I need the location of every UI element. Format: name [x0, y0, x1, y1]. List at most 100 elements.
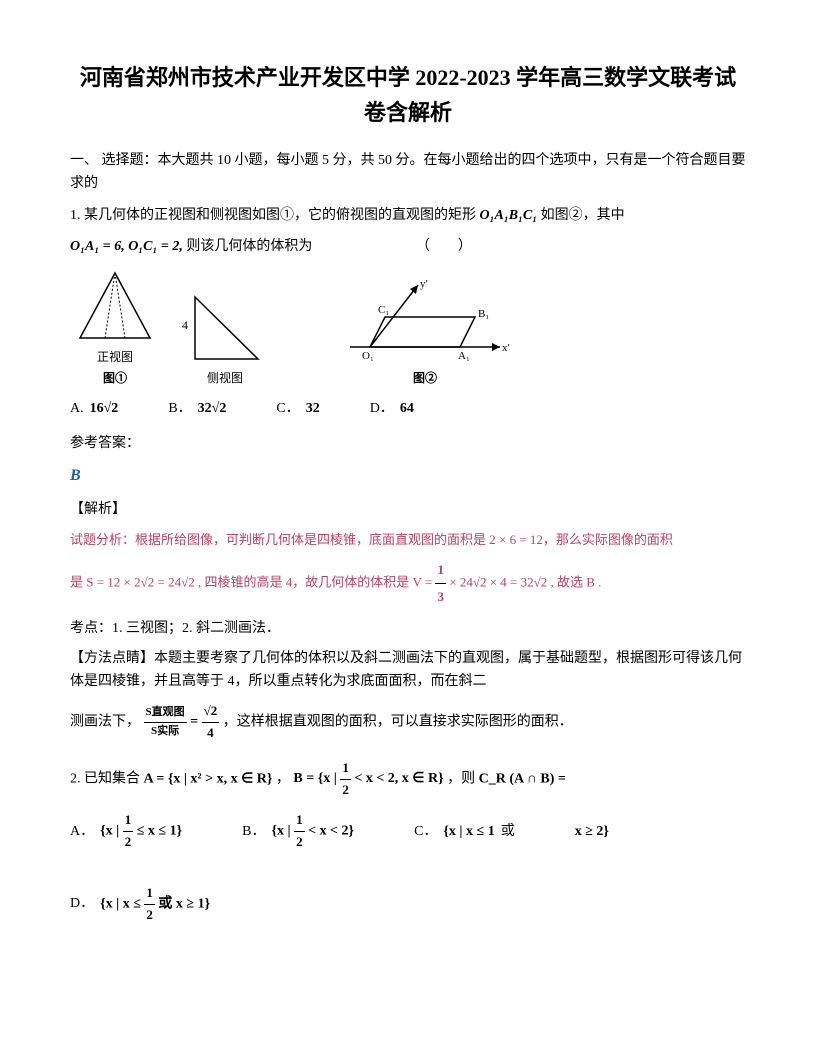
d: 2: [340, 780, 351, 801]
dn: 1: [144, 883, 155, 905]
q2-b-math: {x | 12 < x < 2}: [271, 810, 354, 853]
q2-lb: B．: [242, 821, 265, 843]
q1-option-b: B．32√2: [168, 398, 226, 420]
q1-option-a: A. 16√2: [70, 398, 118, 420]
q2-stem-pre: 2. 已知集合: [70, 771, 140, 786]
svg-text:O₁: O₁: [362, 350, 374, 362]
analysis2-post: × 24√2 × 4 = 32√2 , 故选 B .: [449, 575, 601, 590]
frac-den: 3: [435, 584, 446, 610]
q2-c2-math: x ≥ 2}: [575, 821, 609, 843]
q2-lc: C．: [414, 821, 437, 843]
q2-stem: 2. 已知集合 A = {x | x² > x, x ∈ R} ， B = {x…: [70, 758, 746, 801]
rhs-den: 4: [202, 723, 220, 744]
dpost: x ≥ 1}: [176, 897, 210, 912]
method2-pre: 测画法下，: [70, 715, 140, 730]
q1-stem1: 1. 某几何体的正视图和侧视图如图①，它的俯视图的直观图的矩形: [70, 208, 476, 223]
bp: {x |: [271, 824, 294, 839]
q2-a-math: {x | 12 ≤ x ≤ 1}: [100, 810, 182, 853]
dmid: 或: [155, 897, 176, 912]
q2-ld: D．: [70, 893, 94, 915]
svg-text:x′: x′: [502, 342, 510, 354]
q2-options: A． {x | 12 ≤ x ≤ 1} B． {x | 12 < x < 2} …: [70, 810, 746, 925]
q1-stem1-end: 如图②，其中: [541, 208, 625, 223]
fb: 12: [294, 810, 305, 853]
page-title: 河南省郑州市技术产业开发区中学 2022-2023 学年高三数学文联考试卷含解析: [70, 60, 746, 130]
q2-c1: ，: [276, 771, 290, 786]
q2-option-c2: x ≥ 2}: [575, 810, 609, 853]
svg-text:A₁: A₁: [458, 350, 470, 362]
analysis-label: 【解析】: [70, 499, 746, 521]
front-view-box: 正视图 图①: [70, 268, 160, 388]
dp: {x | x ≤: [100, 897, 144, 912]
kaodian: 考点：1. 三视图；2. 斜二测画法．: [70, 618, 746, 640]
fig2-caption: 图②: [340, 369, 510, 388]
frac-1-3: 1 3: [435, 557, 446, 610]
section-header: 一、 选择题：本大题共 10 小题，每小题 5 分，共 50 分。在每小题给出的…: [70, 150, 746, 195]
q1-stem2: 则该几何体的体积为: [186, 239, 312, 254]
q1-paren: （ ）: [416, 239, 472, 254]
ad: 2: [123, 832, 134, 853]
q2-option-b: B． {x | 12 < x < 2}: [242, 810, 354, 853]
q2-expr: C_R (A ∩ B) =: [479, 771, 566, 786]
rhs-num: √2: [202, 701, 220, 723]
apost: ≤ x ≤ 1}: [133, 824, 182, 839]
q2-c2: ，则: [447, 771, 475, 786]
q2-c-or: 或: [501, 821, 515, 843]
q1-stem-line1: 1. 某几何体的正视图和侧视图如图①，它的俯视图的直观图的矩形 O₁A₁B₁C₁…: [70, 205, 746, 227]
bd: 2: [294, 832, 305, 853]
q2-option-c: C． {x | x ≤ 1 或: [414, 810, 515, 853]
frac-rhs: √2 4: [202, 701, 220, 744]
q1-opt-c-val: 32: [306, 398, 320, 420]
front-label: 正视图: [70, 348, 160, 367]
q2-option-a: A． {x | 12 ≤ x ≤ 1}: [70, 810, 182, 853]
method2-post: ，这样根据直观图的面积，可以直接求实际图形的面积．: [223, 715, 573, 730]
q1-diagrams: 正视图 图① 4 侧视图 C₁ B₁ O₁ A₁ x′ y′ 图②: [70, 268, 746, 388]
q1-stem-line2: O₁A₁ = 6, O₁C₁ = 2, 则该几何体的体积为 （ ）: [70, 236, 746, 258]
dd: 2: [144, 905, 155, 926]
ap: {x |: [100, 824, 123, 839]
n: 1: [340, 758, 351, 780]
analysis2-pre: 是 S = 12 × 2√2 = 24√2 , 四棱锥的高是 4，故几何体的体积…: [70, 575, 435, 590]
side-view-box: 4 侧视图: [180, 289, 270, 388]
q2-c-math: {x | x ≤ 1: [443, 821, 494, 843]
ref-answer-label: 参考答案：: [70, 433, 746, 455]
fa: 12: [123, 810, 134, 853]
q1-math2: O₁A₁ = 6, O₁C₁ = 2,: [70, 236, 183, 258]
side-label: 侧视图: [180, 369, 270, 388]
q2-setB: B = {x | 12 < x < 2, x ∈ R}: [293, 771, 447, 786]
q2-la: A．: [70, 821, 94, 843]
answer-letter: B: [70, 463, 746, 489]
method-line1: 【方法点睛】本题主要考察了几何体的体积以及斜二测画法下的直观图，属于基础题型，根…: [70, 648, 746, 693]
s-bot: S实际: [144, 723, 187, 741]
q1-opt-b-val: 32√2: [198, 398, 227, 420]
side-view-svg: 4: [180, 289, 270, 369]
fig1-caption: 图①: [70, 369, 160, 388]
q2-d-math: {x | x ≤ 12 或 x ≥ 1}: [100, 883, 210, 926]
side-height: 4: [182, 318, 188, 332]
q2-setB-pre: B = {x |: [293, 771, 340, 786]
frac-s-ratio: S直观图 S实际: [144, 704, 187, 740]
oblique-view-box: C₁ B₁ O₁ A₁ x′ y′ 图②: [340, 277, 510, 388]
fd: 12: [144, 883, 155, 926]
q2-setA: A = {x | x² > x, x ∈ R}: [144, 771, 273, 786]
q1-opt-d-val: 64: [400, 398, 414, 420]
svg-text:C₁: C₁: [378, 304, 389, 316]
q2-option-d: D． {x | x ≤ 12 或 x ≥ 1}: [70, 883, 210, 926]
eq-sign: =: [190, 715, 201, 730]
front-view-svg: [70, 268, 160, 348]
svg-text:B₁: B₁: [478, 308, 489, 320]
q1-option-d: D．64: [370, 398, 414, 420]
method-label: 【方法点睛】: [70, 651, 154, 666]
bpost: < x < 2}: [305, 824, 354, 839]
an: 1: [123, 810, 134, 832]
bn: 1: [294, 810, 305, 832]
q2-setB-frac: 12: [340, 758, 351, 801]
method-text1: 本题主要考察了几何体的体积以及斜二测画法下的直观图，属于基础题型，根据图形可得该…: [70, 651, 742, 688]
method-line2: 测画法下， S直观图 S实际 = √2 4 ，这样根据直观图的面积，可以直接求实…: [70, 701, 746, 744]
q1-option-c: C．32: [276, 398, 319, 420]
q1-options: A. 16√2 B．32√2 C．32 D．64: [70, 398, 746, 420]
s-top: S直观图: [144, 704, 187, 723]
analysis-line1: 试题分析：根据所给图像，可判断几何体是四棱锥，底面直观图的面积是 2 × 6 =…: [70, 527, 746, 553]
svg-text:y′: y′: [420, 278, 428, 290]
q1-math1: O₁A₁B₁C₁: [480, 205, 538, 227]
